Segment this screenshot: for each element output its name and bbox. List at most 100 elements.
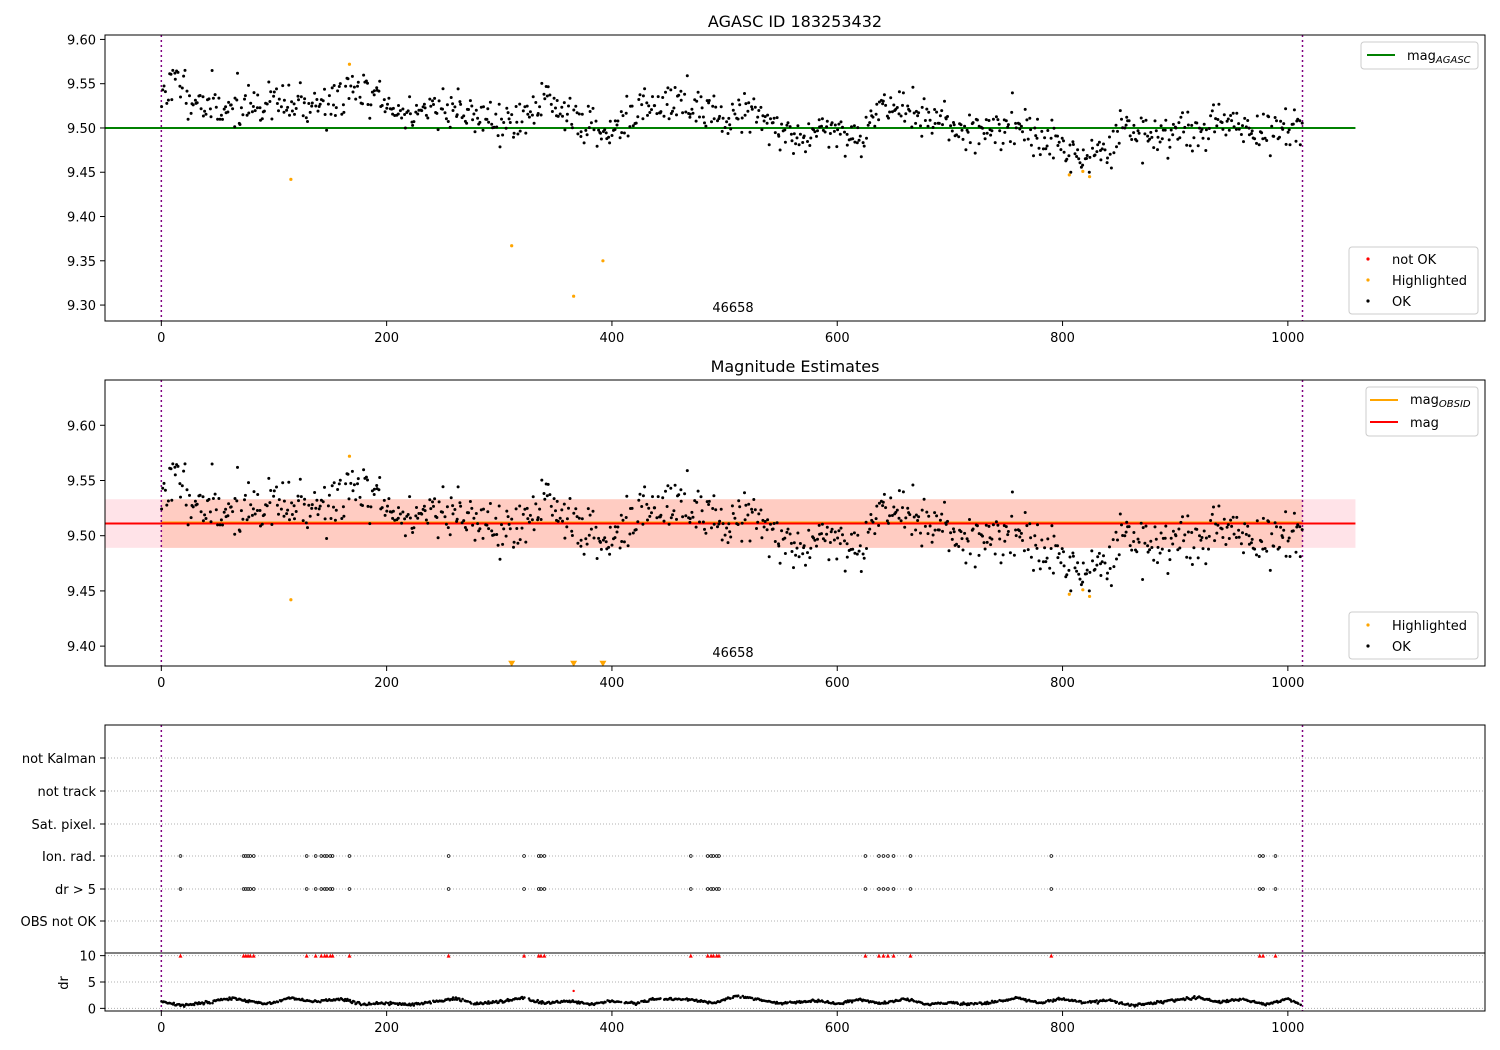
mag-est-point-ok xyxy=(1148,548,1152,552)
flag-point xyxy=(891,854,896,858)
mag-est-point-ok xyxy=(845,542,849,546)
mag-est-point-ok xyxy=(160,507,164,511)
mag-est-point-ok xyxy=(534,502,538,506)
mag-est-point-ok xyxy=(218,523,222,527)
agasc-point-ok xyxy=(1018,127,1022,131)
mag-est-point-ok xyxy=(877,524,881,527)
flags-xtick-label: 0 xyxy=(157,1021,165,1036)
dr-point xyxy=(695,998,698,1002)
agasc-point-ok xyxy=(1273,116,1277,119)
agasc-point-ok xyxy=(1132,123,1136,127)
mag-est-point-ok xyxy=(1077,572,1081,576)
agasc-point-ok xyxy=(368,116,372,120)
mag-est-point-ok xyxy=(207,497,211,501)
mag-est-point-ok xyxy=(1141,526,1145,530)
mag-est-point-ok xyxy=(866,530,870,534)
agasc-point-ok xyxy=(835,145,839,149)
agasc-point-ok xyxy=(928,118,932,122)
agasc-point-ok xyxy=(572,108,576,112)
mag-est-point-ok xyxy=(973,565,977,569)
agasc-point-ok xyxy=(236,71,239,75)
mag-est-point-ok xyxy=(398,512,402,516)
agasc-point-ok xyxy=(1152,146,1156,150)
mag-est-point-ok xyxy=(482,507,485,511)
mag-est-point-ok xyxy=(656,495,660,499)
agasc-point-ok xyxy=(1121,126,1125,130)
flag-point xyxy=(347,887,352,891)
agasc-point-ok xyxy=(372,89,376,93)
agasc-point-ok xyxy=(216,117,220,121)
mag-est-point-ok xyxy=(625,494,629,498)
agasc-point-ok xyxy=(231,107,235,111)
mag-est-point-ok xyxy=(857,549,861,553)
agasc-point-ok xyxy=(252,91,256,95)
mag-est-point-ok xyxy=(580,517,584,521)
mag-est-point-ok xyxy=(510,517,514,521)
mag-est-point-ok xyxy=(975,524,979,528)
mag-est-point-ok xyxy=(747,502,751,506)
legend-marker-highlighted xyxy=(1366,278,1370,282)
agasc-point-ok xyxy=(326,102,330,106)
agasc-point-ok xyxy=(1073,152,1077,156)
agasc-point-ok xyxy=(549,102,553,106)
agasc-point-ok xyxy=(459,102,463,106)
mag-est-point-ok xyxy=(944,522,948,526)
mag-est-point-ok xyxy=(451,512,455,516)
agasc-point-ok xyxy=(1281,127,1285,131)
flag-point xyxy=(711,887,716,891)
mag-est-point-ok xyxy=(536,516,540,520)
mag-est-point-ok xyxy=(239,509,243,513)
agasc-point-ok xyxy=(1169,128,1173,132)
mag-est-point-ok xyxy=(815,544,818,548)
mag-est-xtick-label: 0 xyxy=(157,676,165,691)
panel-mag-estimates-frame xyxy=(104,379,1486,667)
panel-agasc: AGASC ID 183253432 46658 0 200 400 600 800 10… xyxy=(67,12,1486,346)
mag-est-point-ok xyxy=(912,515,916,519)
flag-point xyxy=(241,854,246,858)
agasc-point-ok xyxy=(823,130,827,134)
mag-est-point-ok xyxy=(997,529,1001,533)
mag-est-point-highlighted xyxy=(1081,588,1085,592)
agasc-point-ok xyxy=(588,110,592,113)
agasc-point-ok xyxy=(165,101,169,105)
agasc-point-ok xyxy=(1018,122,1021,126)
dr-over-limit-marker xyxy=(446,953,451,958)
mag-est-point-ok xyxy=(789,541,793,545)
mag-est-point-ok xyxy=(302,502,306,506)
agasc-point-ok xyxy=(1112,151,1116,155)
mag-est-point-ok xyxy=(307,503,311,507)
agasc-point-ok xyxy=(769,117,772,121)
mag-est-point-ok xyxy=(465,528,469,532)
mag-est-point-ok xyxy=(488,502,492,505)
agasc-point-ok xyxy=(1023,107,1027,111)
mag-est-point-ok xyxy=(769,522,772,526)
agasc-point-ok xyxy=(608,119,612,123)
mag-est-point-ok xyxy=(798,542,802,545)
flag-point xyxy=(319,854,324,858)
mag-est-point-ok xyxy=(1210,512,1214,516)
mag-est-point-ok xyxy=(277,498,281,502)
mag-est-point-ok xyxy=(356,477,360,481)
agasc-point-ok xyxy=(423,106,427,110)
flag-row-label: not Kalman xyxy=(22,752,96,767)
flag-row-label: Sat. pixel. xyxy=(32,818,96,833)
mag-est-point-ok xyxy=(279,507,283,511)
agasc-point-ok xyxy=(981,126,984,130)
flag-point xyxy=(891,887,896,891)
agasc-point-ok xyxy=(268,100,272,103)
mag-est-point-ok xyxy=(1125,520,1129,524)
flag-point xyxy=(330,887,335,891)
mag-est-point-ok xyxy=(1207,534,1211,538)
agasc-point-ok xyxy=(599,131,602,135)
mag-est-point-ok xyxy=(1182,539,1186,543)
legend-marker-not-ok xyxy=(1366,257,1370,261)
mag-est-point-ok xyxy=(835,557,839,561)
flag-point xyxy=(322,887,327,891)
mag-est-point-ok xyxy=(476,522,480,526)
mag-est-point-ok xyxy=(661,496,665,500)
agasc-point-ok xyxy=(424,113,428,117)
agasc-point-ok xyxy=(675,113,678,117)
agasc-point-ok xyxy=(1272,134,1276,138)
mag-est-point-ok xyxy=(555,499,559,503)
mag-est-point-ok xyxy=(441,510,444,514)
